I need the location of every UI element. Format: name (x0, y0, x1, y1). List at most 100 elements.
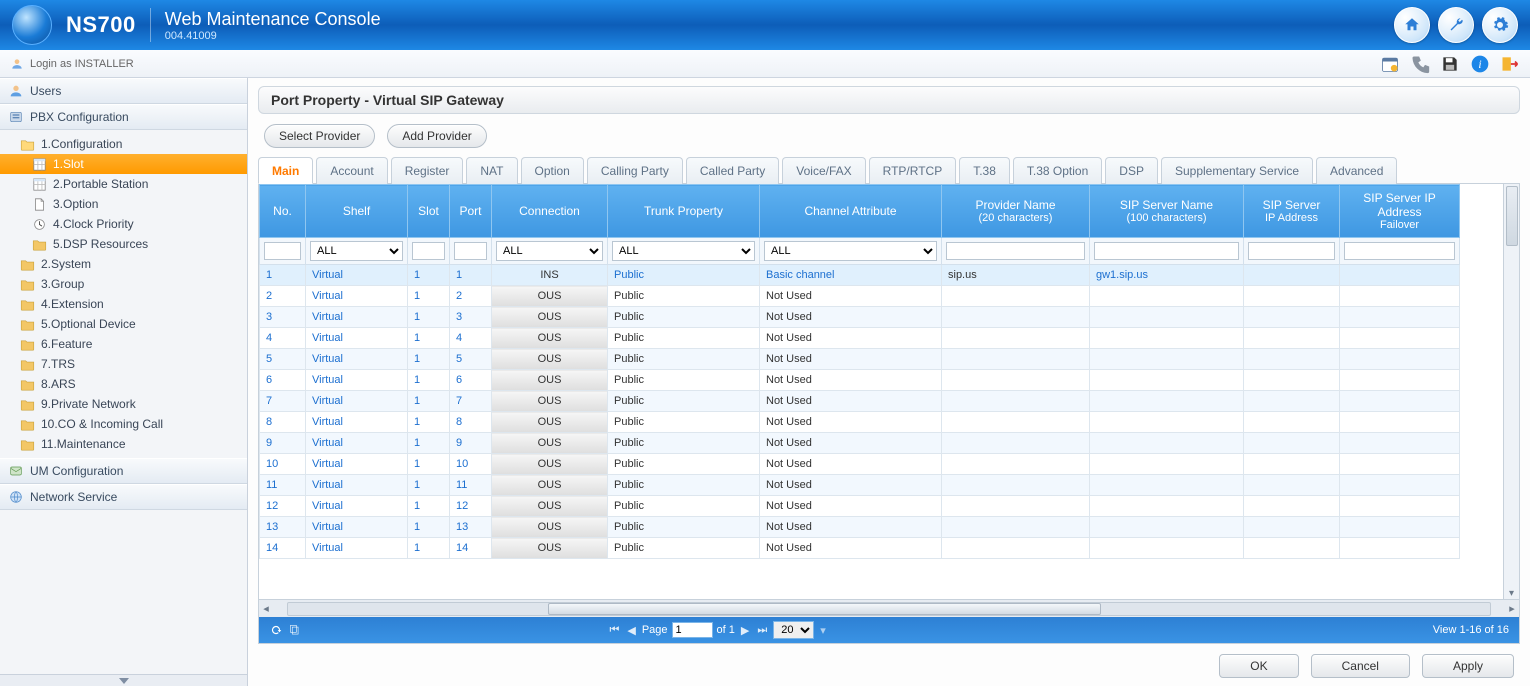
tree-item[interactable]: 3.Option (0, 194, 247, 214)
column-header[interactable]: Provider Name(20 characters) (942, 185, 1090, 238)
table-cell[interactable]: 1 (408, 538, 450, 559)
table-cell[interactable]: 2 (260, 286, 306, 307)
table-row[interactable]: 7Virtual17OUSPublicNot Used (260, 391, 1460, 412)
table-cell[interactable]: 1 (408, 265, 450, 286)
table-cell[interactable]: 12 (450, 496, 492, 517)
table-cell[interactable]: 1 (408, 496, 450, 517)
filter-input[interactable] (412, 242, 445, 260)
table-cell[interactable]: Virtual (306, 496, 408, 517)
filter-input[interactable] (946, 242, 1085, 260)
table-cell[interactable]: 1 (450, 265, 492, 286)
table-row[interactable]: 1Virtual11INSPublicBasic channelsip.usgw… (260, 265, 1460, 286)
table-cell[interactable]: 14 (450, 538, 492, 559)
tab[interactable]: NAT (466, 157, 517, 184)
table-cell[interactable]: 9 (260, 433, 306, 454)
scroll-track[interactable] (287, 602, 1491, 616)
tab[interactable]: Voice/FAX (782, 157, 865, 184)
table-cell[interactable]: Virtual (306, 328, 408, 349)
table-cell[interactable]: Virtual (306, 538, 408, 559)
filter-input[interactable] (454, 242, 487, 260)
table-cell[interactable]: Virtual (306, 433, 408, 454)
column-header[interactable]: SIP Server Name(100 characters) (1090, 185, 1244, 238)
calendar-icon[interactable] (1380, 54, 1400, 74)
table-cell[interactable]: 11 (450, 475, 492, 496)
tab[interactable]: Called Party (686, 157, 779, 184)
table-cell[interactable]: 13 (260, 517, 306, 538)
table-cell[interactable]: 11 (260, 475, 306, 496)
pager-size-caret[interactable]: ▾ (818, 624, 828, 637)
scroll-thumb[interactable] (1506, 186, 1518, 246)
tree-item[interactable]: 5.DSP Resources (0, 234, 247, 254)
scroll-left-icon[interactable]: ◂ (259, 602, 273, 615)
select-provider-button[interactable]: Select Provider (264, 124, 375, 148)
column-header[interactable]: Slot (408, 185, 450, 238)
table-cell[interactable]: 1 (408, 433, 450, 454)
table-row[interactable]: 8Virtual18OUSPublicNot Used (260, 412, 1460, 433)
tree-item[interactable]: 8.ARS (0, 374, 247, 394)
tab[interactable]: DSP (1105, 157, 1158, 184)
table-cell[interactable]: 1 (408, 454, 450, 475)
tab[interactable]: T.38 Option (1013, 157, 1102, 184)
table-cell[interactable]: 10 (450, 454, 492, 475)
settings-button[interactable] (1482, 7, 1518, 43)
pager-first[interactable]: ⏮ (607, 624, 621, 637)
tab[interactable]: T.38 (959, 157, 1010, 184)
filter-select[interactable]: ALL (310, 241, 403, 261)
scroll-thumb[interactable] (548, 603, 1101, 615)
phone-icon[interactable] (1410, 54, 1430, 74)
tab[interactable]: Supplementary Service (1161, 157, 1313, 184)
tree-item[interactable]: 4.Clock Priority (0, 214, 247, 234)
tree-item[interactable]: 2.System (0, 254, 247, 274)
table-cell[interactable]: 1 (408, 370, 450, 391)
scroll-right-icon[interactable]: ▸ (1505, 602, 1519, 615)
scroll-down-icon[interactable]: ▾ (1504, 588, 1519, 599)
apply-button[interactable]: Apply (1422, 654, 1514, 678)
table-cell[interactable]: 10 (260, 454, 306, 475)
tree-item[interactable]: 6.Feature (0, 334, 247, 354)
table-row[interactable]: 13Virtual113OUSPublicNot Used (260, 517, 1460, 538)
table-cell[interactable]: 5 (450, 349, 492, 370)
table-row[interactable]: 10Virtual110OUSPublicNot Used (260, 454, 1460, 475)
filter-select[interactable]: ALL (612, 241, 755, 261)
tree-item[interactable]: 7.TRS (0, 354, 247, 374)
table-cell[interactable]: 8 (450, 412, 492, 433)
table-cell[interactable]: 1 (408, 286, 450, 307)
table-cell[interactable]: Virtual (306, 349, 408, 370)
table-cell[interactable]: 1 (408, 307, 450, 328)
filter-select[interactable]: ALL (496, 241, 603, 261)
column-header[interactable]: Port (450, 185, 492, 238)
table-cell[interactable]: gw1.sip.us (1090, 265, 1244, 286)
table-cell[interactable]: 3 (450, 307, 492, 328)
pager-size-select[interactable]: 20 (773, 621, 814, 639)
table-row[interactable]: 5Virtual15OUSPublicNot Used (260, 349, 1460, 370)
tab[interactable]: Calling Party (587, 157, 683, 184)
table-cell[interactable]: 1 (260, 265, 306, 286)
table-cell[interactable]: 14 (260, 538, 306, 559)
filter-input[interactable] (264, 242, 301, 260)
sidebar-section-pbx[interactable]: PBX Configuration (0, 104, 247, 130)
tab[interactable]: Option (521, 157, 584, 184)
refresh-icon[interactable] (269, 623, 283, 637)
table-row[interactable]: 14Virtual114OUSPublicNot Used (260, 538, 1460, 559)
table-cell[interactable]: 4 (450, 328, 492, 349)
table-row[interactable]: 9Virtual19OUSPublicNot Used (260, 433, 1460, 454)
pager-next[interactable]: ▶ (739, 624, 751, 637)
tree-item[interactable]: 2.Portable Station (0, 174, 247, 194)
table-row[interactable]: 3Virtual13OUSPublicNot Used (260, 307, 1460, 328)
table-cell[interactable]: 1 (408, 412, 450, 433)
table-cell[interactable]: 7 (450, 391, 492, 412)
tree-item[interactable]: 1.Slot (0, 154, 247, 174)
table-cell[interactable]: Virtual (306, 286, 408, 307)
column-header[interactable]: Connection (492, 185, 608, 238)
table-cell[interactable]: 2 (450, 286, 492, 307)
table-row[interactable]: 4Virtual14OUSPublicNot Used (260, 328, 1460, 349)
column-header[interactable]: No. (260, 185, 306, 238)
table-cell[interactable]: 13 (450, 517, 492, 538)
pager-page-input[interactable] (672, 622, 713, 638)
table-row[interactable]: 2Virtual12OUSPublicNot Used (260, 286, 1460, 307)
table-cell[interactable]: 4 (260, 328, 306, 349)
column-header[interactable]: Channel Attribute (760, 185, 942, 238)
filter-select[interactable]: ALL (764, 241, 937, 261)
tree-item[interactable]: 3.Group (0, 274, 247, 294)
tree-item[interactable]: 5.Optional Device (0, 314, 247, 334)
